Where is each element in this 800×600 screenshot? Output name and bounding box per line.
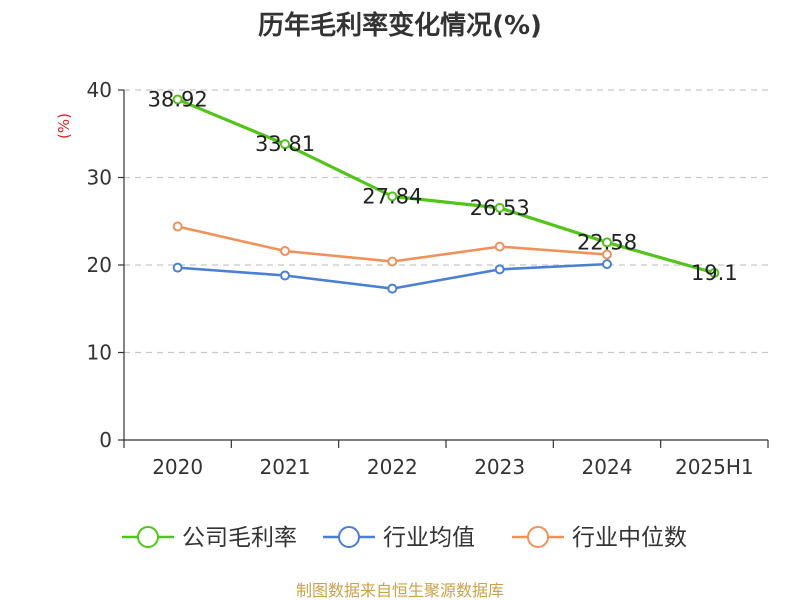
y-tick-label: 40 — [87, 78, 112, 102]
data-point — [172, 221, 183, 232]
data-label: 27.84 — [362, 184, 422, 208]
data-point — [494, 241, 505, 252]
x-tick-label: 2021 — [260, 455, 311, 479]
x-tick-label: 2024 — [582, 455, 633, 479]
data-point — [387, 256, 398, 267]
data-point — [387, 283, 398, 294]
data-point — [280, 246, 290, 256]
y-tick-label: 0 — [99, 428, 112, 452]
data-point — [602, 237, 612, 248]
data-label: 19.1 — [691, 261, 738, 285]
data-point — [280, 139, 290, 150]
data-point — [494, 264, 505, 275]
data-label: 26.53 — [470, 196, 530, 220]
legend-label: 公司毛利率 — [182, 525, 297, 551]
legend: 公司毛利率 行业均值 行业中位数 — [122, 525, 687, 551]
series-group — [172, 259, 612, 294]
x-tick-label: 2022 — [367, 455, 418, 479]
y-tick-label: 10 — [87, 341, 112, 365]
legend-marker — [137, 526, 159, 548]
data-label: 33.81 — [255, 132, 315, 156]
data-point — [494, 202, 505, 213]
legend-label: 行业均值 — [383, 525, 475, 551]
data-label: 38.92 — [148, 87, 208, 111]
legend-marker — [338, 526, 360, 548]
data-point — [602, 249, 612, 260]
source-note: 制图数据来自恒生聚源数据库 — [296, 581, 504, 600]
data-point — [602, 259, 612, 270]
legend-label: 行业中位数 — [572, 525, 687, 551]
legend-item: 行业均值 — [323, 525, 475, 551]
series-group — [172, 94, 720, 278]
x-tick-label: 2025H1 — [675, 455, 754, 479]
series-lines — [172, 94, 720, 294]
x-tick-label: 2023 — [474, 455, 525, 479]
chart-title: 历年毛利率变化情况(%) — [258, 10, 542, 41]
y-axis-unit: (%) — [55, 113, 73, 139]
data-label: 22.58 — [577, 230, 637, 254]
data-point — [709, 267, 720, 278]
legend-item: 行业中位数 — [512, 525, 687, 551]
data-point — [387, 191, 398, 202]
x-tick-label: 2020 — [152, 455, 203, 479]
legend-item: 公司毛利率 — [122, 525, 297, 551]
y-tick-label: 20 — [87, 253, 112, 277]
axes: 0 10 20 30 40 2020 2021 2022 2023 2024 2025H1 — [87, 78, 769, 479]
data-point — [280, 270, 290, 281]
y-tick-label: 30 — [87, 166, 112, 190]
legend-marker — [527, 526, 549, 548]
series-line — [177, 225, 608, 263]
data-labels: 38.92 33.81 27.84 26.53 22.58 19.1 — [148, 87, 738, 284]
grid-lines — [124, 89, 768, 354]
data-point — [172, 262, 183, 273]
series-group — [172, 221, 612, 267]
data-point — [172, 94, 183, 105]
series-line — [177, 97, 715, 275]
